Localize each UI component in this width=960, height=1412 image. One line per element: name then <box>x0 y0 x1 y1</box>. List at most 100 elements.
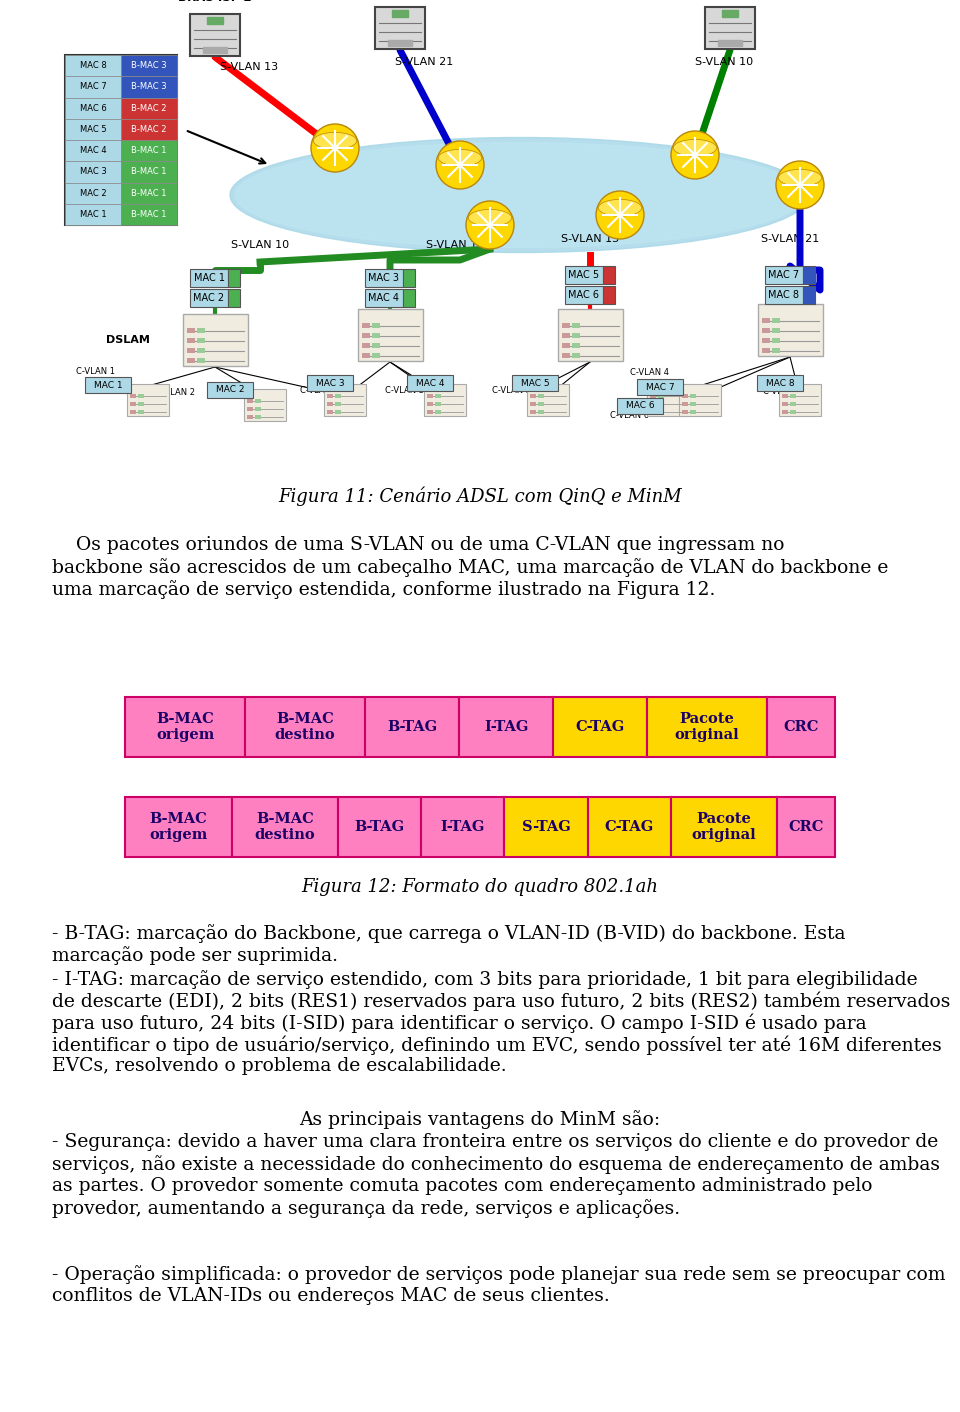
Bar <box>778 796 835 857</box>
Bar <box>362 323 370 328</box>
Circle shape <box>466 201 514 249</box>
Text: - Operação simplificada: o provedor de serviços pode planejar sua rede sem se pr: - Operação simplificada: o provedor de s… <box>52 1265 946 1284</box>
Bar <box>435 401 441 405</box>
Bar <box>186 328 195 333</box>
Bar <box>538 409 544 414</box>
Bar <box>121 97 177 119</box>
Text: MAC 4: MAC 4 <box>369 294 399 304</box>
Text: - B-TAG: marcação do Backbone, que carrega o VLAN-ID (B-VID) do backbone. Esta: - B-TAG: marcação do Backbone, que carre… <box>52 923 846 943</box>
Text: as partes. O provedor somente comuta pacotes com endereçamento administrado pelo: as partes. O provedor somente comuta pac… <box>52 1176 873 1195</box>
Bar <box>392 10 408 17</box>
Bar <box>679 384 721 417</box>
Text: C-VLAN 2: C-VLAN 2 <box>156 388 195 397</box>
Bar <box>207 17 223 24</box>
Bar <box>790 394 796 398</box>
Bar <box>682 401 688 405</box>
Bar <box>190 14 240 56</box>
Text: B-MAC
origem: B-MAC origem <box>156 712 214 743</box>
Bar <box>190 270 228 287</box>
Text: MAC 4: MAC 4 <box>416 378 444 387</box>
Text: MAC 8: MAC 8 <box>766 378 794 387</box>
Bar <box>65 76 121 97</box>
Text: conflitos de VLAN-IDs ou endereços MAC de seus clientes.: conflitos de VLAN-IDs ou endereços MAC d… <box>52 1286 610 1305</box>
Text: identificar o tipo de usuário/serviço, definindo um EVC, sendo possível ter até : identificar o tipo de usuário/serviço, d… <box>52 1035 942 1055</box>
Bar <box>65 119 121 140</box>
Bar <box>182 313 248 366</box>
Bar <box>421 796 504 857</box>
Text: B-MAC
destino: B-MAC destino <box>254 812 315 842</box>
Bar <box>562 333 569 337</box>
Text: B-MAC
destino: B-MAC destino <box>275 712 335 743</box>
Text: MAC 5: MAC 5 <box>520 378 549 387</box>
Bar <box>65 97 121 119</box>
Text: marcação pode ser suprimida.: marcação pode ser suprimida. <box>52 946 338 964</box>
Bar <box>718 40 742 47</box>
Bar <box>307 376 353 391</box>
Bar <box>121 55 177 76</box>
Text: MAC 1: MAC 1 <box>194 273 225 282</box>
Text: S-VLAN 13: S-VLAN 13 <box>561 234 619 244</box>
Text: C-VLAN 3: C-VLAN 3 <box>385 385 424 395</box>
Bar <box>247 398 253 402</box>
Text: S-VLAN 10: S-VLAN 10 <box>426 240 484 250</box>
Bar <box>565 265 603 284</box>
Bar <box>228 289 240 306</box>
Text: MAC 8: MAC 8 <box>769 289 800 299</box>
Bar <box>530 409 536 414</box>
Text: S-TAG: S-TAG <box>521 820 570 834</box>
Bar <box>228 270 240 287</box>
Bar <box>538 394 544 398</box>
Bar <box>650 409 656 414</box>
Text: Pacote
original: Pacote original <box>691 812 756 842</box>
Bar <box>65 140 121 161</box>
Bar <box>790 401 796 405</box>
Bar <box>527 384 569 417</box>
Text: C-VLAN 1: C-VLAN 1 <box>76 367 114 376</box>
Bar <box>782 409 788 414</box>
Bar <box>782 401 788 405</box>
Bar <box>197 328 204 333</box>
Bar <box>388 40 412 47</box>
Text: B-TAG: B-TAG <box>387 720 437 734</box>
Bar <box>127 384 169 417</box>
Circle shape <box>671 131 719 179</box>
Bar <box>690 401 696 405</box>
Text: Figura 11: Cenário ADSL com QinQ e MinM: Figura 11: Cenário ADSL com QinQ e MinM <box>278 487 682 507</box>
Bar <box>365 270 403 287</box>
Text: B-TAG: B-TAG <box>354 820 405 834</box>
Text: S-VLAN 10: S-VLAN 10 <box>231 240 289 250</box>
Bar <box>658 394 664 398</box>
Text: DSLAM: DSLAM <box>107 335 150 345</box>
Bar <box>504 796 588 857</box>
Bar <box>435 394 441 398</box>
Bar <box>682 394 688 398</box>
Bar <box>562 353 569 359</box>
Ellipse shape <box>235 143 805 247</box>
Bar <box>512 376 558 391</box>
Bar <box>125 796 231 857</box>
Text: MAC 6: MAC 6 <box>80 103 107 113</box>
Text: de descarte (EDI), 2 bits (RES1) reservados para uso futuro, 2 bits (RES2) també: de descarte (EDI), 2 bits (RES1) reserva… <box>52 991 950 1011</box>
Bar <box>761 347 770 353</box>
Bar <box>335 401 341 405</box>
Bar <box>125 698 245 757</box>
Bar <box>562 343 569 347</box>
Text: CRC: CRC <box>788 820 824 834</box>
Bar <box>244 388 286 421</box>
Bar <box>362 333 370 337</box>
Text: C-VLAN 4: C-VLAN 4 <box>631 369 669 377</box>
Text: MAC 7: MAC 7 <box>80 82 107 92</box>
Bar <box>603 287 615 304</box>
Bar <box>335 409 341 414</box>
Bar <box>121 203 177 225</box>
Bar <box>757 376 803 391</box>
Bar <box>435 409 441 414</box>
Bar <box>130 409 136 414</box>
Bar <box>197 337 204 343</box>
Bar <box>530 401 536 405</box>
Text: - I-TAG: marcação de serviço estendido, com 3 bits para prioridade, 1 bit para e: - I-TAG: marcação de serviço estendido, … <box>52 970 918 988</box>
Bar <box>138 394 144 398</box>
Text: I-TAG: I-TAG <box>484 720 528 734</box>
Text: MAC 1: MAC 1 <box>80 210 107 219</box>
Bar <box>190 289 228 306</box>
